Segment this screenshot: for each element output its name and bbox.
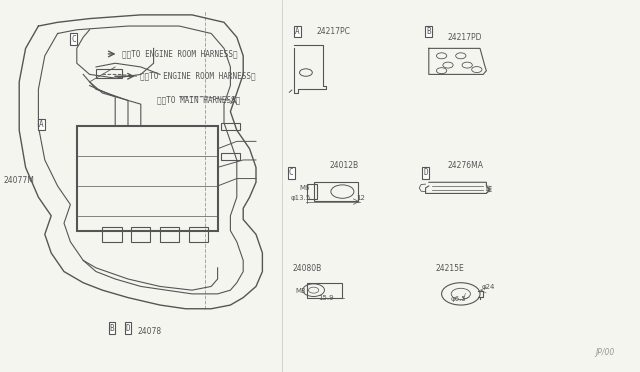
Bar	[189, 227, 208, 242]
Bar	[160, 227, 179, 242]
Bar	[314, 182, 358, 201]
Bar	[96, 69, 122, 78]
Text: B: B	[426, 27, 431, 36]
Text: φ6.5: φ6.5	[451, 296, 467, 302]
Text: φ13.5: φ13.5	[291, 195, 311, 201]
Text: M6: M6	[299, 185, 309, 191]
Text: φ24: φ24	[481, 285, 495, 291]
Text: 24217PD: 24217PD	[448, 33, 483, 42]
Bar	[77, 126, 218, 231]
Text: 24012B: 24012B	[330, 161, 359, 170]
Text: D: D	[423, 169, 428, 177]
Bar	[221, 123, 240, 130]
Text: 24080B: 24080B	[292, 264, 322, 273]
Bar	[307, 184, 317, 199]
Text: Ⓑ＜TO ENGINE ROOM HARNESS＞: Ⓑ＜TO ENGINE ROOM HARNESS＞	[140, 72, 255, 81]
Text: C: C	[289, 169, 294, 177]
Text: B: B	[109, 324, 115, 333]
Text: D: D	[125, 324, 131, 333]
Text: 12: 12	[356, 195, 365, 201]
Text: JP/00: JP/00	[595, 348, 614, 357]
Text: 24217PC: 24217PC	[317, 27, 351, 36]
Text: 24215E: 24215E	[435, 264, 464, 273]
Bar	[307, 283, 342, 298]
Text: 24078: 24078	[138, 327, 162, 336]
Text: 15.9: 15.9	[319, 295, 334, 301]
Text: Ⓒ＜TO MAIN HARNESS＞: Ⓒ＜TO MAIN HARNESS＞	[157, 95, 240, 104]
Bar	[131, 227, 150, 242]
Text: A: A	[295, 27, 300, 36]
Bar	[102, 227, 122, 242]
Text: A: A	[39, 120, 44, 129]
Bar	[221, 153, 240, 160]
Text: M8: M8	[296, 288, 306, 294]
Text: 24077M: 24077M	[3, 176, 34, 185]
Text: 24276MA: 24276MA	[448, 161, 484, 170]
Text: Ⓐ＜TO ENGINE ROOM HARNESS＞: Ⓐ＜TO ENGINE ROOM HARNESS＞	[122, 49, 237, 58]
Text: C: C	[71, 35, 76, 44]
